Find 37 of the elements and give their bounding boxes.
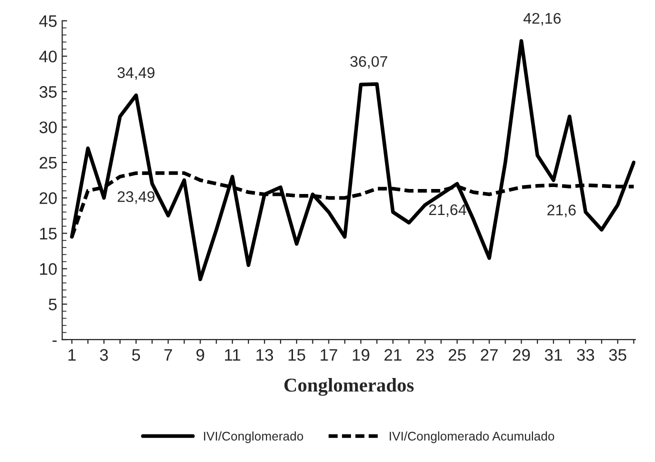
x-tick-label: 31 xyxy=(544,349,562,361)
x-tick-label: 27 xyxy=(480,349,498,361)
y-tick-label: 5 xyxy=(48,298,57,310)
y-tick-label: 25 xyxy=(40,156,57,169)
annotation: 42,16 xyxy=(523,12,561,26)
y-tick-label: 15 xyxy=(40,228,57,240)
y-tick-label: - xyxy=(52,340,57,342)
annotation: 21,6 xyxy=(547,204,576,218)
x-tick-label: 17 xyxy=(320,349,338,361)
x-tick-label: 3 xyxy=(100,349,108,361)
legend-label: IVI/Conglomerado xyxy=(204,431,304,444)
y-tick-label: 30 xyxy=(39,121,57,134)
x-tick-label: 19 xyxy=(352,349,370,361)
annotation: 21,64 xyxy=(429,204,466,217)
y-tick-label: 10 xyxy=(40,263,57,275)
x-tick-label: 35 xyxy=(609,349,626,361)
y-tick-label: 35 xyxy=(39,86,57,98)
y-tick-label: 20 xyxy=(40,192,57,204)
x-tick-label: 25 xyxy=(448,349,466,361)
x-tick-label: 13 xyxy=(256,349,274,361)
y-tick-label: 45 xyxy=(39,15,57,27)
x-tick-label: 23 xyxy=(416,349,434,361)
x-tick-label: 9 xyxy=(196,349,204,361)
annotation: 36,07 xyxy=(350,56,388,69)
x-tick-label: 33 xyxy=(576,349,594,361)
x-tick-label: 11 xyxy=(225,349,240,361)
x-tick-label: 21 xyxy=(384,349,402,361)
x-tick-label: 5 xyxy=(132,349,140,361)
annotation: 23,49 xyxy=(118,191,154,204)
x-axis-title: Conglomerados xyxy=(284,378,414,396)
x-tick-label: 1 xyxy=(68,349,76,361)
x-tick-label: 7 xyxy=(164,349,172,361)
legend-label: IVI/Conglomerado Acumulado xyxy=(390,431,554,444)
x-tick-label: 29 xyxy=(512,349,530,361)
annotation: 34,49 xyxy=(118,67,154,80)
y-tick-label: 40 xyxy=(39,50,57,62)
x-tick-label: 15 xyxy=(288,349,306,361)
